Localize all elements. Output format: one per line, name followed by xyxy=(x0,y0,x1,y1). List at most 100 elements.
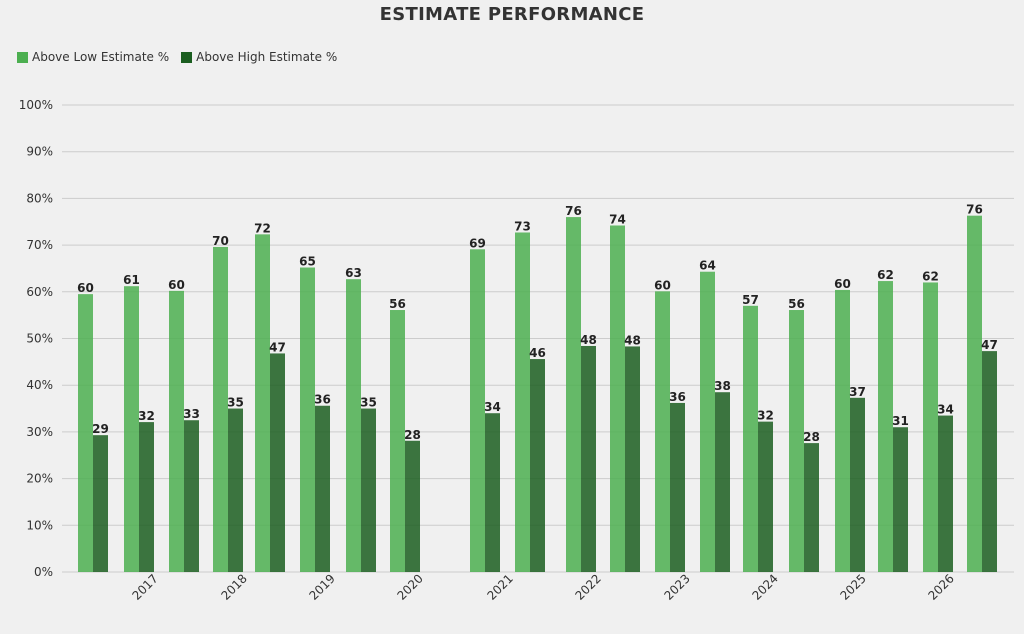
bar-label-above-high: 29 xyxy=(92,422,109,436)
y-tick-label: 70% xyxy=(26,238,53,252)
x-tick-label: 2023 xyxy=(661,571,692,602)
bar-above-high[interactable] xyxy=(758,421,773,572)
y-tick-label: 100% xyxy=(19,98,53,112)
bar-label-above-high: 48 xyxy=(624,333,641,347)
bar-above-low[interactable] xyxy=(655,291,670,572)
bar-label-above-low: 56 xyxy=(788,297,805,311)
bar-above-high[interactable] xyxy=(715,392,730,572)
bar-above-low[interactable] xyxy=(300,267,315,572)
bar-label-above-high: 33 xyxy=(183,407,200,421)
bar-above-low[interactable] xyxy=(169,290,184,572)
bar-above-high[interactable] xyxy=(938,415,953,572)
bar-label-above-low: 72 xyxy=(254,221,271,235)
y-tick-label: 60% xyxy=(26,285,53,299)
x-tick-label: 2024 xyxy=(749,571,780,602)
bar-label-above-high: 34 xyxy=(937,403,954,417)
legend-swatch-above-low xyxy=(17,51,28,63)
bar-label-above-high: 37 xyxy=(849,385,866,399)
bar-label-above-high: 48 xyxy=(580,333,597,347)
bar-label-above-low: 70 xyxy=(212,234,229,248)
legend-label-above-high: Above High Estimate % xyxy=(196,50,338,64)
bar-above-high[interactable] xyxy=(581,345,596,572)
y-tick-label: 10% xyxy=(26,518,53,532)
x-tick-label: 2022 xyxy=(572,571,603,602)
bar-above-low[interactable] xyxy=(610,225,625,572)
bar-above-high[interactable] xyxy=(228,408,243,572)
bar-above-high[interactable] xyxy=(93,435,108,572)
legend-item-above-high[interactable]: Above High Estimate % xyxy=(181,50,337,64)
bar-label-above-low: 61 xyxy=(123,273,140,287)
bar-label-above-low: 74 xyxy=(609,212,626,226)
bar-above-low[interactable] xyxy=(124,286,139,572)
bar-label-above-low: 62 xyxy=(877,268,894,282)
bar-label-above-high: 28 xyxy=(404,428,421,442)
bar-above-low[interactable] xyxy=(878,281,893,572)
bar-above-high[interactable] xyxy=(625,346,640,572)
bar-label-above-low: 60 xyxy=(77,281,94,295)
bar-above-low[interactable] xyxy=(967,215,982,572)
y-tick-label: 0% xyxy=(34,565,53,579)
bar-above-high[interactable] xyxy=(139,422,154,572)
y-tick-label: 20% xyxy=(26,472,53,486)
y-tick-label: 80% xyxy=(26,191,53,205)
y-tick-label: 30% xyxy=(26,425,53,439)
bar-above-high[interactable] xyxy=(850,397,865,572)
y-tick-label: 90% xyxy=(26,145,53,159)
bar-above-low[interactable] xyxy=(835,289,850,572)
legend: Above Low Estimate % Above High Estimate… xyxy=(17,50,349,64)
bar-label-above-low: 60 xyxy=(654,278,671,292)
bar-above-high[interactable] xyxy=(184,420,199,572)
bar-label-above-low: 76 xyxy=(565,204,582,218)
bar-label-above-high: 36 xyxy=(669,390,686,404)
bar-above-low[interactable] xyxy=(78,294,93,572)
bar-label-above-low: 57 xyxy=(742,293,759,307)
bar-label-above-low: 60 xyxy=(168,278,185,292)
bar-above-low[interactable] xyxy=(390,310,405,572)
bar-above-low[interactable] xyxy=(515,232,530,572)
bar-above-high[interactable] xyxy=(315,405,330,572)
bar-above-low[interactable] xyxy=(743,305,758,572)
chart-title: ESTIMATE PERFORMANCE xyxy=(379,4,645,25)
bar-label-above-high: 32 xyxy=(757,409,774,423)
bar-label-above-high: 28 xyxy=(803,430,820,444)
bar-label-above-high: 31 xyxy=(892,414,909,428)
bar-label-above-low: 60 xyxy=(834,277,851,291)
bar-label-above-low: 63 xyxy=(345,266,362,280)
bar-above-low[interactable] xyxy=(700,271,715,572)
x-tick-label: 2017 xyxy=(129,571,160,602)
bar-above-low[interactable] xyxy=(470,249,485,573)
x-tick-label: 2019 xyxy=(306,571,337,602)
bar-above-low[interactable] xyxy=(213,246,228,572)
bar-above-low[interactable] xyxy=(923,282,938,572)
bar-above-high[interactable] xyxy=(485,413,500,572)
bar-above-low[interactable] xyxy=(346,279,361,572)
bar-label-above-low: 76 xyxy=(966,203,983,217)
bar-label-above-low: 69 xyxy=(469,236,486,250)
bar-above-high[interactable] xyxy=(270,353,285,572)
bar-label-above-high: 36 xyxy=(314,393,331,407)
legend-swatch-above-high xyxy=(181,51,193,63)
bar-above-high[interactable] xyxy=(670,402,685,572)
bar-above-high[interactable] xyxy=(982,351,997,572)
bar-label-above-high: 47 xyxy=(981,338,998,352)
bar-above-high[interactable] xyxy=(361,408,376,572)
x-tick-label: 2026 xyxy=(925,571,956,602)
bar-above-high[interactable] xyxy=(405,440,420,572)
x-tick-label: 2020 xyxy=(394,571,425,602)
bar-label-above-low: 62 xyxy=(922,269,939,283)
bar-label-above-high: 46 xyxy=(529,346,546,360)
legend-label-above-low: Above Low Estimate % xyxy=(32,50,170,64)
bar-above-high[interactable] xyxy=(893,427,908,572)
bar-above-high[interactable] xyxy=(530,359,545,572)
bar-label-above-high: 35 xyxy=(227,396,244,410)
bar-label-above-low: 64 xyxy=(699,259,716,273)
bar-above-low[interactable] xyxy=(255,234,270,572)
bar-above-high[interactable] xyxy=(804,443,819,572)
bar-label-above-high: 34 xyxy=(484,400,501,414)
bar-above-low[interactable] xyxy=(789,310,804,572)
bar-above-low[interactable] xyxy=(566,217,581,572)
bar-label-above-high: 35 xyxy=(360,396,377,410)
legend-item-above-low[interactable]: Above Low Estimate % xyxy=(17,50,169,64)
x-tick-label: 2021 xyxy=(484,571,515,602)
